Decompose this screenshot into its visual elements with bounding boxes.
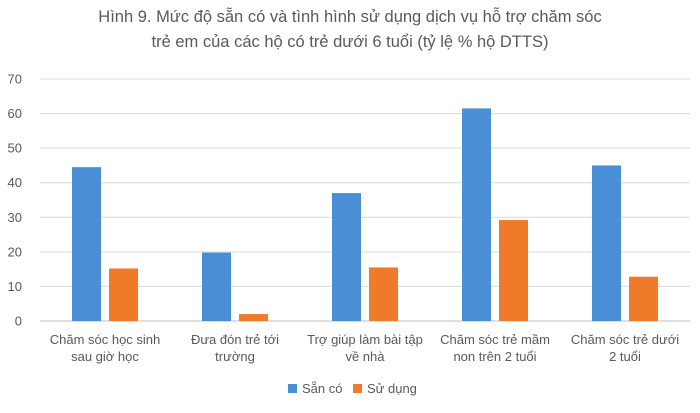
- bar-su-dung: [629, 276, 658, 321]
- bar-san-co: [72, 167, 101, 321]
- bar-san-co: [202, 252, 231, 321]
- chart-title-line-1: Hình 9. Mức độ sẵn có và tình hình sử dụ…: [98, 8, 602, 26]
- y-tick-label: 30: [8, 210, 22, 225]
- y-tick-label: 60: [8, 106, 22, 121]
- x-category-label: Trợ giúp làm bài tập: [307, 332, 423, 347]
- bar-su-dung: [499, 220, 528, 321]
- bar-su-dung: [369, 267, 398, 321]
- x-category-label: Đưa đón trẻ tới: [191, 332, 279, 347]
- legend-swatch: [353, 384, 362, 393]
- x-category-label: 2 tuổi: [609, 349, 641, 364]
- x-category-label: trường: [215, 349, 255, 364]
- y-tick-label: 20: [8, 244, 22, 259]
- y-tick-label: 40: [8, 175, 22, 190]
- chart-title-line-2: trẻ em của các hộ có trẻ dưới 6 tuổi (tỷ…: [151, 33, 549, 51]
- bar-san-co: [592, 165, 621, 321]
- y-tick-label: 50: [8, 141, 22, 156]
- bar-su-dung: [109, 268, 138, 321]
- x-category-label: non trên 2 tuổi: [453, 349, 536, 364]
- bar-san-co: [332, 193, 361, 321]
- x-category-label: về nhà: [345, 349, 385, 364]
- x-category-label: Chăm sóc học sinh: [50, 332, 161, 347]
- x-category-label: sau giờ học: [71, 349, 139, 364]
- bar-su-dung: [239, 314, 268, 321]
- x-category-label: Chăm sóc trẻ dưới: [571, 332, 679, 347]
- legend-label: Sẵn có: [302, 381, 342, 396]
- legend-swatch: [288, 384, 297, 393]
- bar-san-co: [462, 108, 491, 321]
- y-tick-label: 70: [8, 72, 22, 87]
- x-category-label: Chăm sóc trẻ mầm: [440, 332, 550, 347]
- y-tick-label: 0: [15, 314, 22, 329]
- legend-label: Sử dụng: [367, 381, 417, 396]
- y-tick-label: 10: [8, 279, 22, 294]
